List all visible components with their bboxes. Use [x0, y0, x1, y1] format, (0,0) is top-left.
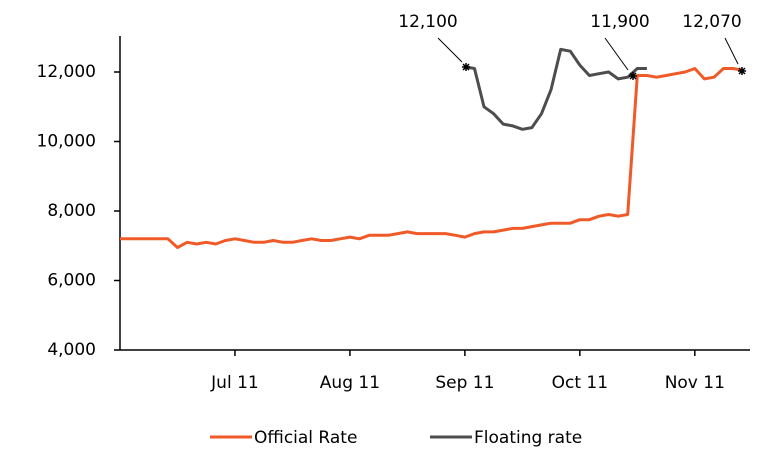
series-line	[120, 67, 743, 249]
annotation: 12,100	[398, 12, 457, 32]
legend-label: Official Rate	[254, 428, 357, 448]
annotation: 12,070	[682, 12, 741, 32]
y-tick-label: 4,000	[47, 340, 96, 360]
series-line	[464, 47, 647, 131]
legend-label: Floating rate	[474, 428, 582, 448]
annotation-star	[629, 72, 637, 80]
y-tick-label: 12,000	[37, 62, 96, 82]
x-tick-label: Aug 11	[320, 373, 380, 393]
annotation-star	[462, 63, 470, 71]
x-tick-label: Nov 11	[665, 373, 725, 393]
x-tick-label: Oct 11	[552, 373, 608, 393]
x-tick-label: Jul 11	[210, 373, 259, 393]
annotation-leader	[437, 37, 463, 63]
annotation-leader	[724, 37, 739, 65]
annotation-leader	[604, 37, 629, 71]
y-tick-label: 8,000	[47, 201, 96, 221]
x-tick-label: Sep 11	[435, 373, 494, 393]
annotation: 11,900	[590, 12, 649, 32]
annotation-star	[738, 67, 746, 75]
y-tick-label: 10,000	[37, 132, 96, 152]
y-tick-label: 6,000	[47, 271, 96, 291]
